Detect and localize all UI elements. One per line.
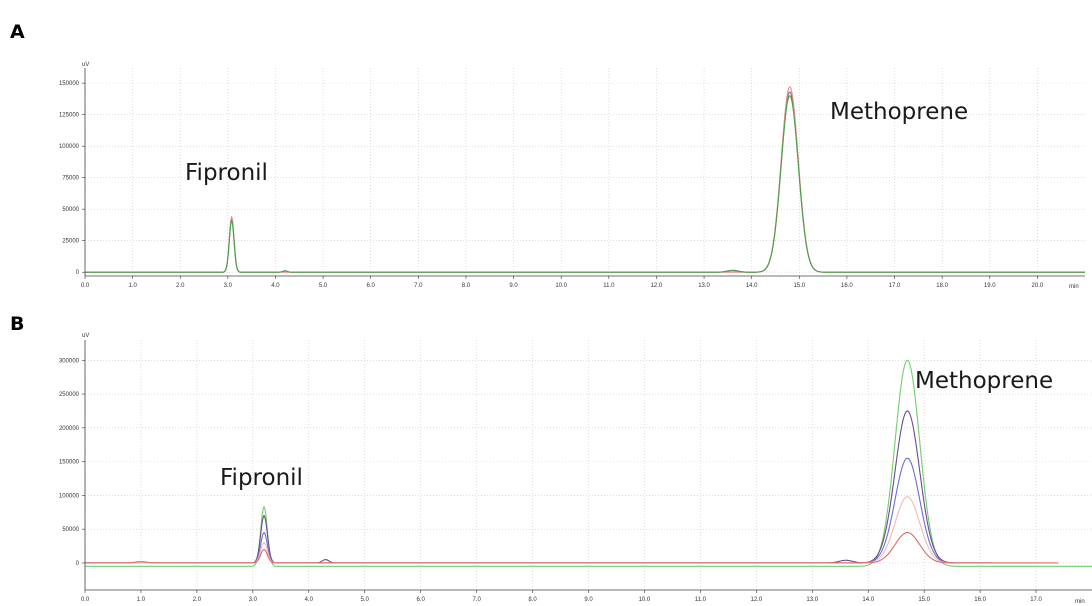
x-tick-label: 8.0 — [462, 283, 471, 289]
panel-b-series — [85, 359, 1092, 567]
x-tick-label: 10.0 — [555, 283, 567, 289]
panel-b-fipronil-label: Fipronil — [220, 465, 303, 491]
panel-b-x-ticks: 0.0 1.0 2.0 3.0 4.0 5.0 6.0 7.0 8.0 9.0 10.0 11.0 12… — [81, 597, 1043, 603]
x-tick-label: 11.0 — [695, 597, 707, 603]
x-tick-label: 20.0 — [1032, 283, 1044, 289]
x-tick-label: 2.0 — [193, 597, 202, 603]
panel-b-methoprene-label: Methoprene — [915, 368, 1053, 394]
x-tick-label: 14.0 — [862, 597, 874, 603]
x-tick-label: 12.0 — [651, 283, 663, 289]
y-tick-label: 100000 — [59, 493, 80, 499]
panel-a-series — [85, 86, 1085, 273]
x-tick-label: 8.0 — [528, 597, 537, 603]
y-tick-label: 0 — [76, 270, 80, 276]
x-tick-label: 1.0 — [137, 597, 146, 603]
y-tick-label: 50000 — [62, 207, 79, 213]
panel-a-x-ticks: 0.0 1.0 2.0 3.0 4.0 5.0 6.0 7.0 8.0 9.0 10.0 11.0 12… — [81, 283, 1044, 289]
x-tick-label: 0.0 — [81, 597, 90, 603]
x-tick-label: 16.0 — [974, 597, 986, 603]
y-tick-label: 50000 — [62, 527, 79, 533]
x-tick-label: 11.0 — [603, 283, 615, 289]
x-tick-label: 4.0 — [271, 283, 280, 289]
x-tick-label: 1.0 — [128, 283, 137, 289]
panel-a-y-ticks: 0 25000 50000 75000 100000 125000 150000 — [59, 81, 80, 276]
y-tick-label: 300000 — [59, 358, 80, 364]
chromatogram-panel-a: A uV min 0.0 1.0 2.0 3.0 4.0 5.0 6.0 7.0 8.0 9.0 1… — [10, 21, 1085, 290]
y-tick-label: 200000 — [59, 426, 80, 432]
panel-b-y-ticks: 0 50000 100000 150000 200000 250000 300000 — [59, 358, 80, 567]
x-tick-label: 15.0 — [793, 283, 805, 289]
x-tick-label: 9.0 — [509, 283, 518, 289]
panel-b-label: B — [10, 313, 24, 335]
x-tick-label: 17.0 — [889, 283, 901, 289]
y-tick-label: 125000 — [59, 113, 80, 119]
x-tick-label: 4.0 — [305, 597, 314, 603]
chromatogram-trace — [85, 95, 1085, 273]
panel-a-axes — [82, 68, 1085, 279]
chromatogram-trace — [85, 532, 1059, 564]
panel-b-x-unit: min — [1075, 599, 1085, 605]
x-tick-label: 18.0 — [936, 283, 948, 289]
x-tick-label: 7.0 — [472, 597, 481, 603]
y-tick-label: 150000 — [59, 460, 80, 466]
x-tick-label: 3.0 — [224, 283, 233, 289]
x-tick-label: 3.0 — [249, 597, 258, 603]
x-tick-label: 16.0 — [841, 283, 853, 289]
x-tick-label: 19.0 — [984, 283, 996, 289]
y-tick-label: 250000 — [59, 392, 80, 398]
x-tick-label: 14.0 — [746, 283, 758, 289]
panel-a-x-unit: min — [1069, 284, 1079, 290]
x-tick-label: 0.0 — [81, 283, 90, 289]
x-tick-label: 12.0 — [750, 597, 762, 603]
chromatogram-panel-b: B uV min 0.0 1.0 2.0 3.0 4.0 5.0 6.0 7.0 8.0 9.0 1… — [10, 313, 1092, 605]
x-tick-label: 9.0 — [584, 597, 593, 603]
panel-b-y-unit: uV — [82, 333, 89, 339]
panel-a-fipronil-label: Fipronil — [185, 160, 268, 186]
y-tick-label: 0 — [76, 561, 80, 567]
x-tick-label: 7.0 — [414, 283, 423, 289]
panel-a-y-unit: uV — [82, 62, 89, 68]
x-tick-label: 15.0 — [918, 597, 930, 603]
panel-b-axes — [82, 340, 1092, 593]
x-tick-label: 6.0 — [367, 283, 376, 289]
y-tick-label: 100000 — [59, 144, 80, 150]
x-tick-label: 13.0 — [698, 283, 710, 289]
x-tick-label: 17.0 — [1030, 597, 1042, 603]
x-tick-label: 2.0 — [176, 283, 185, 289]
x-tick-label: 6.0 — [416, 597, 425, 603]
x-tick-label: 5.0 — [319, 283, 328, 289]
x-tick-label: 5.0 — [361, 597, 370, 603]
x-tick-label: 10.0 — [639, 597, 651, 603]
panel-a-label: A — [10, 21, 25, 43]
chromatogram-trace — [85, 359, 1092, 567]
x-tick-label: 13.0 — [806, 597, 818, 603]
y-tick-label: 25000 — [62, 239, 79, 245]
panel-a-methoprene-label: Methoprene — [830, 99, 968, 125]
y-tick-label: 150000 — [59, 81, 80, 87]
y-tick-label: 75000 — [62, 176, 79, 182]
